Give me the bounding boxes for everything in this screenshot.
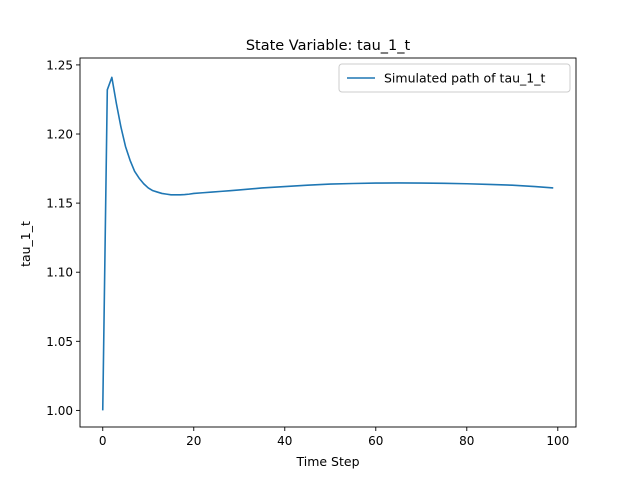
x-axis-ticks: 0 20 40 60 80 100	[99, 427, 569, 448]
legend: Simulated path of tau_1_t	[338, 63, 571, 93]
legend-box	[338, 63, 571, 93]
y-axis-ticks: 1.00 1.05 1.10 1.15 1.20 1.25	[46, 58, 80, 418]
series-line-1	[101, 76, 554, 411]
y-tick-label: 1.15	[46, 197, 73, 211]
y-tick-label: 1.10	[46, 266, 73, 280]
chart-title: State Variable: tau_1_t	[246, 38, 411, 54]
plot-area: 0 20 40 60 80 100 1.00 1.05 1.10 1.15 1.20 1.25 Si…	[46, 57, 577, 448]
y-tick-label: 1.20	[46, 128, 73, 142]
legend-label: Simulated path of tau_1_t	[384, 71, 545, 86]
y-axis-label: tau_1_t	[18, 221, 33, 267]
series-lines	[101, 76, 554, 411]
y-tick-label: 1.05	[46, 335, 73, 349]
axes-frame	[79, 57, 577, 428]
x-tick-label: 20	[186, 434, 201, 448]
x-tick-label: 80	[459, 434, 474, 448]
x-axis-label: Time Step	[295, 454, 359, 469]
x-tick-label: 40	[277, 434, 292, 448]
x-tick-label: 60	[368, 434, 383, 448]
y-tick-label: 1.00	[46, 404, 73, 418]
x-tick-label: 100	[546, 434, 569, 448]
y-tick-label: 1.25	[46, 58, 73, 72]
x-tick-label: 0	[99, 434, 107, 448]
